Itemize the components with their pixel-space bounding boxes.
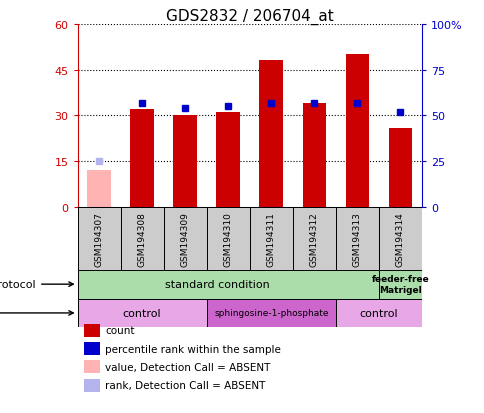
Text: GSM194313: GSM194313: [352, 211, 361, 266]
Bar: [378, 270, 421, 299]
Bar: [84, 361, 100, 374]
Bar: [206, 207, 249, 270]
Title: GDS2832 / 206704_at: GDS2832 / 206704_at: [166, 9, 333, 25]
Bar: [259, 61, 283, 207]
Bar: [121, 207, 163, 270]
Bar: [378, 207, 421, 270]
Bar: [130, 110, 154, 207]
Bar: [388, 128, 411, 207]
Text: rank, Detection Call = ABSENT: rank, Detection Call = ABSENT: [105, 380, 265, 390]
Bar: [302, 104, 326, 207]
Text: GSM194307: GSM194307: [94, 211, 104, 266]
Text: GSM194309: GSM194309: [181, 211, 189, 266]
Text: GSM194314: GSM194314: [395, 211, 404, 266]
Bar: [335, 299, 421, 328]
Bar: [249, 207, 292, 270]
Text: agent: agent: [0, 308, 73, 318]
Text: GSM194310: GSM194310: [223, 211, 232, 266]
Bar: [345, 55, 368, 207]
Bar: [87, 171, 111, 207]
Text: sphingosine-1-phosphate: sphingosine-1-phosphate: [213, 309, 328, 318]
Bar: [84, 342, 100, 355]
Text: percentile rank within the sample: percentile rank within the sample: [105, 344, 280, 354]
Text: GSM194311: GSM194311: [266, 211, 275, 266]
Bar: [173, 116, 197, 207]
Text: control: control: [122, 308, 161, 318]
Text: GSM194308: GSM194308: [137, 211, 146, 266]
Bar: [292, 207, 335, 270]
Bar: [84, 324, 100, 337]
Text: feeder-free
Matrigel: feeder-free Matrigel: [371, 275, 428, 294]
Text: growth protocol: growth protocol: [0, 280, 73, 290]
Text: control: control: [359, 308, 397, 318]
Bar: [84, 379, 100, 392]
Text: standard condition: standard condition: [165, 280, 269, 290]
Bar: [77, 207, 121, 270]
Bar: [206, 299, 335, 328]
Bar: [163, 207, 206, 270]
Bar: [216, 113, 240, 207]
Text: GSM194312: GSM194312: [309, 211, 318, 266]
Text: value, Detection Call = ABSENT: value, Detection Call = ABSENT: [105, 362, 270, 372]
Bar: [335, 207, 378, 270]
Bar: [77, 299, 206, 328]
Text: count: count: [105, 325, 135, 335]
Bar: [77, 270, 378, 299]
